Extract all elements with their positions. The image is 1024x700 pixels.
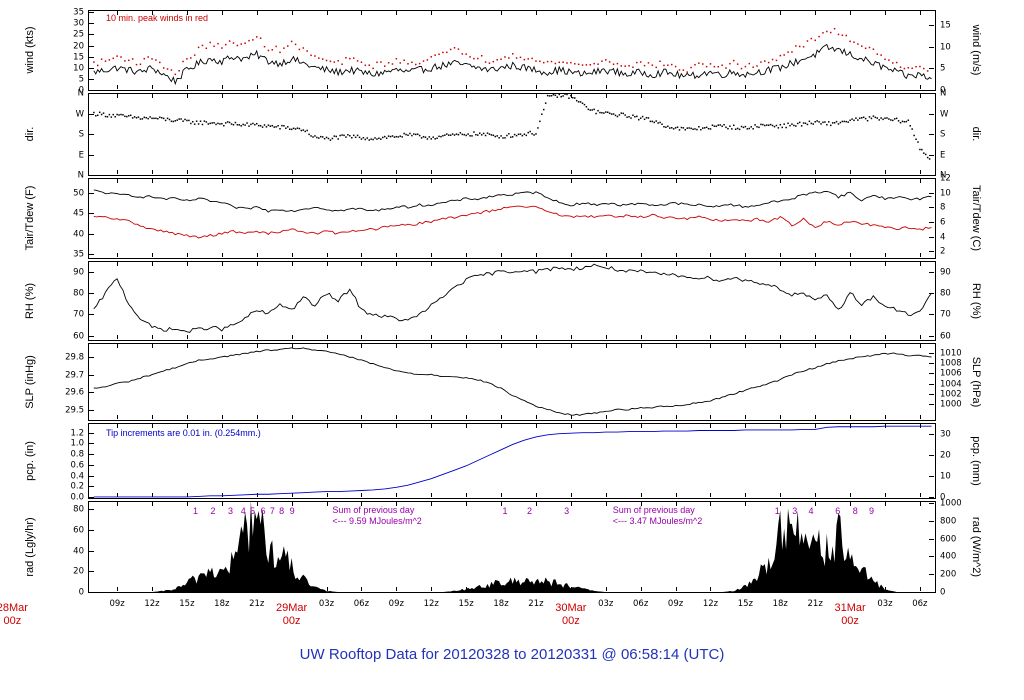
axis-label-right-pcp: pcp. (mm) <box>970 435 982 486</box>
rad-sum-annotation-1: Sum of previous day <--- 9.59 MJoules/m^2 <box>332 505 422 527</box>
date-label-31mar: 31Mar 00z <box>818 602 882 628</box>
rad-sum-line2: <--- 9.59 MJoules/m^2 <box>332 516 422 526</box>
tip-increment-note: Tip increments are 0.01 in. (0.254mm.) <box>106 428 261 438</box>
rad-hour-marker: 1 <box>193 506 199 516</box>
axis-label-left-slp: SLP (inHg) <box>24 354 36 409</box>
rad-hour-marker: 4 <box>808 506 814 516</box>
rad-hour-marker: 3 <box>227 506 233 516</box>
date-line2: 00z <box>282 615 301 627</box>
axis-label-left-rad: rad (Lgly/hr) <box>24 516 36 577</box>
rad-hour-marker: 9 <box>289 506 295 516</box>
axis-label-right-temp: Tair/Tdew (C) <box>970 184 982 252</box>
axis-label-right-slp: SLP (hPa) <box>970 356 982 407</box>
rad-hour-marker: 6 <box>835 506 841 516</box>
rad-hour-marker: 5 <box>250 506 256 516</box>
axis-label-right-rad: rad (W/m^2) <box>970 516 982 577</box>
rad-sum-line1: Sum of previous day <box>612 505 695 515</box>
rad-hour-marker: 1 <box>502 506 508 516</box>
axis-label-left-pcp: pcp. (in) <box>24 440 36 481</box>
rad-hour-marker: 1 <box>774 506 780 516</box>
axis-label-left-dir: dir. <box>24 126 36 142</box>
rad-hour-marker: 3 <box>564 506 570 516</box>
rad-sum-line1: Sum of previous day <box>332 505 415 515</box>
date-line1: 31Mar <box>834 602 866 614</box>
rad-sum-annotation-2: Sum of previous day <--- 3.47 MJoules/m^2 <box>613 505 703 527</box>
date-line2: 00z <box>841 615 859 627</box>
rad-sum-line2: <--- 3.47 MJoules/m^2 <box>612 516 703 526</box>
rad-hour-marker: 3 <box>792 506 798 516</box>
peak-wind-note: 10 min. peak winds in red <box>106 13 209 23</box>
date-line2: 00z <box>561 615 580 627</box>
axis-label-left-temp: Tair/Tdew (F) <box>24 185 36 251</box>
chart-title: UW Rooftop Data for 20120328 to 20120331… <box>299 646 725 663</box>
rad-hour-marker: 8 <box>852 506 858 516</box>
date-label-30mar: 30Mar 00z <box>539 602 603 628</box>
date-label-28mar: 28Mar00z <box>0 602 44 628</box>
rad-hour-marker: 6 <box>260 506 266 516</box>
rad-hour-marker: 2 <box>526 506 532 516</box>
date-line1: 30Mar <box>555 602 587 614</box>
rad-hour-marker: 4 <box>240 506 246 516</box>
axis-label-right-wind: wind (m/s) <box>970 24 982 76</box>
rad-hour-marker: 2 <box>210 506 216 516</box>
date-line2: 00z <box>3 615 22 627</box>
axis-label-right-dir: dir. <box>970 126 982 142</box>
date-line1: 28Mar <box>0 602 28 614</box>
axis-label-left-wind: wind (kts) <box>24 26 36 74</box>
axis-label-left-rh: RH (%) <box>24 282 36 319</box>
date-line1: 29Mar <box>276 602 308 614</box>
rad-hour-marker: 7 <box>269 506 275 516</box>
axis-label-right-rh: RH (%) <box>970 282 982 319</box>
rad-hour-marker: 8 <box>279 506 285 516</box>
date-label-29mar: 29Mar 00z <box>260 602 324 628</box>
rad-hour-marker: 9 <box>869 506 875 516</box>
